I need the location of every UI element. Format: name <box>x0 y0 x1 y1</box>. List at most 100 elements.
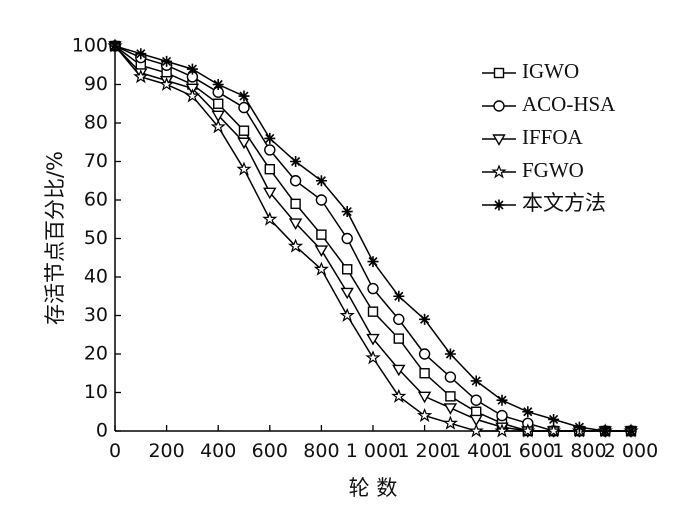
x-tick-label: 1 800 <box>552 440 606 462</box>
y-tick-label: 40 <box>84 266 108 288</box>
data-point <box>290 198 301 210</box>
legend-marker <box>493 67 505 79</box>
x-tick-label: 600 <box>252 440 288 462</box>
legend-label: ACO-HSA <box>522 92 616 116</box>
legend-label: IGWO <box>522 59 579 83</box>
data-point <box>444 371 457 383</box>
series-layer <box>108 39 638 438</box>
data-point <box>316 229 327 240</box>
data-point <box>444 347 457 361</box>
data-point <box>598 424 612 438</box>
legend-label: FGWO <box>522 158 584 182</box>
data-point <box>315 174 328 188</box>
data-point <box>160 55 173 68</box>
plot-area: 0 10 20 30 40 50 60 70 80 90 100 0 200 400 600 800 1 00… <box>72 35 658 463</box>
data-point <box>496 409 508 422</box>
data-point <box>469 374 483 388</box>
y-tick-label: 90 <box>84 73 108 95</box>
y-tick-label: 80 <box>84 112 108 134</box>
data-point <box>289 155 302 168</box>
data-point <box>419 368 430 379</box>
y-tick-label: 50 <box>84 227 108 249</box>
data-point <box>418 348 431 360</box>
x-tick-label: 1 000 <box>346 440 400 462</box>
data-point <box>470 394 482 406</box>
data-point <box>340 308 354 322</box>
x-axis-title: 轮 数 <box>349 476 398 500</box>
data-point <box>418 409 432 422</box>
x-tick-label: 400 <box>200 440 236 462</box>
data-point <box>186 62 199 76</box>
data-point <box>393 333 404 344</box>
data-point <box>341 287 354 299</box>
series-asterisk <box>108 39 638 438</box>
data-point <box>237 162 251 175</box>
legend: IGWO ACO-HSA IFFOA FGWO 本文方法 <box>482 59 616 215</box>
legend-item: IGWO <box>482 59 579 83</box>
data-point <box>237 137 251 149</box>
data-point <box>418 391 431 403</box>
data-point <box>521 405 535 419</box>
data-point <box>342 264 353 275</box>
data-point <box>392 289 406 303</box>
data-point <box>340 205 354 218</box>
legend-label: IFFOA <box>522 125 584 149</box>
data-point <box>238 101 250 114</box>
legend-marker <box>492 198 506 212</box>
x-tick-label: 2 000 <box>604 440 658 462</box>
data-point <box>547 413 560 426</box>
data-point <box>366 351 380 364</box>
data-point <box>367 306 379 317</box>
y-tick-label: 10 <box>84 381 108 403</box>
legend-item: FGWO <box>482 158 584 182</box>
data-point <box>366 255 380 268</box>
legend-item: ACO-HSA <box>482 92 616 116</box>
x-tick-label: 1 200 <box>397 440 451 462</box>
y-tick-label: 30 <box>84 304 108 326</box>
legend-item: 本文方法 <box>482 191 606 215</box>
data-point <box>495 393 509 407</box>
series-circle <box>109 40 637 437</box>
data-point <box>211 78 225 91</box>
y-tick-label: 60 <box>84 189 108 211</box>
x-tick-label: 800 <box>303 440 339 462</box>
y-tick-label: 20 <box>84 343 108 365</box>
legend-marker <box>492 165 506 178</box>
y-tick-label: 70 <box>84 150 108 172</box>
data-point <box>624 424 638 438</box>
data-point <box>469 424 483 437</box>
data-point <box>263 132 277 145</box>
y-tick-label: 0 <box>96 420 108 442</box>
data-point <box>264 163 275 175</box>
data-point <box>367 282 379 295</box>
y-axis-title: 存活节点百分比/% <box>43 151 67 325</box>
y-tick-label: 100 <box>72 35 108 57</box>
data-point <box>443 416 457 429</box>
x-tick-label: 0 <box>109 440 121 462</box>
legend-item: IFFOA <box>482 125 584 149</box>
y-ticks: 0 10 20 30 40 50 60 70 80 90 100 <box>72 35 121 442</box>
data-point <box>264 144 276 156</box>
legend-label: 本文方法 <box>522 191 606 215</box>
data-point <box>238 125 250 136</box>
x-tick-label: 200 <box>148 440 184 462</box>
x-tick-label: 1 600 <box>501 440 555 462</box>
data-point <box>315 245 328 257</box>
data-point <box>315 194 328 206</box>
x-tick-label: 1 400 <box>449 440 503 462</box>
data-point <box>445 391 456 402</box>
data-point <box>108 39 122 53</box>
data-point <box>444 403 457 415</box>
legend-marker <box>493 100 505 112</box>
data-point <box>134 47 148 61</box>
data-point <box>418 313 431 326</box>
data-point <box>573 420 586 434</box>
data-point <box>237 89 251 103</box>
data-point <box>341 232 353 245</box>
data-point <box>212 98 224 109</box>
data-point <box>393 313 405 326</box>
data-point <box>289 175 302 187</box>
series-star <box>108 39 638 437</box>
